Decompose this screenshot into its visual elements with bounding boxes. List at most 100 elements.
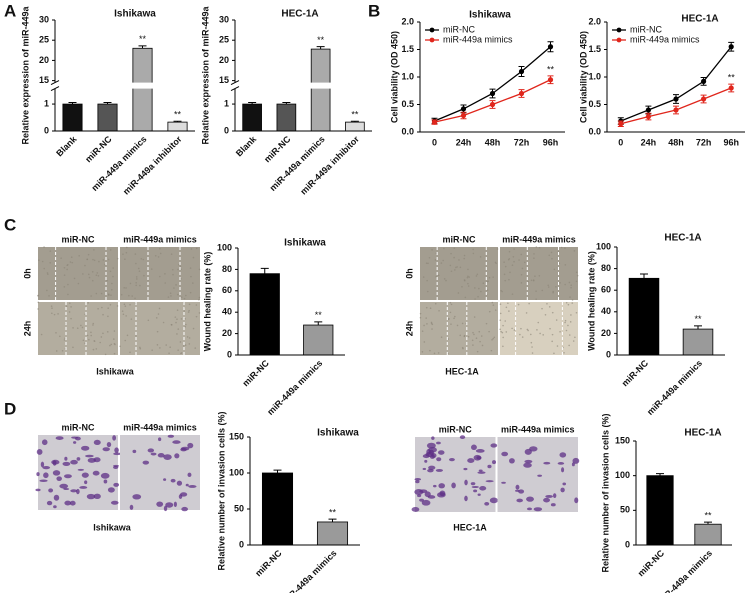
cell-speck (490, 349, 493, 352)
invaded-cell (75, 436, 81, 441)
chart: Ishikawa Wound healing rate (%) 0 20 40 60 80 1… (202, 238, 345, 417)
cell-speck (494, 309, 497, 311)
y-tick-label: 1 (224, 98, 229, 108)
invaded-cell (70, 459, 78, 465)
invaded-cell (150, 452, 157, 456)
invaded-cell (424, 491, 431, 498)
bar (303, 324, 334, 356)
invaded-cell (526, 496, 534, 502)
invaded-cell (48, 488, 54, 493)
cell-speck (463, 254, 466, 257)
cell-speck (505, 331, 508, 333)
cell-speck (47, 273, 49, 275)
cell-speck (564, 283, 566, 286)
invaded-cell (181, 506, 188, 512)
chart: HEC-1A Relative number of invasion cells … (600, 413, 732, 593)
cell-speck (96, 272, 99, 274)
cell-speck (180, 318, 183, 320)
cell-speck (537, 321, 540, 324)
cell-speck (548, 306, 551, 308)
cell-speck (93, 340, 95, 342)
invaded-cell (93, 493, 101, 500)
invaded-cell (41, 439, 48, 446)
cell-speck (419, 312, 422, 315)
cell-speck (575, 271, 578, 274)
legend-marker (616, 27, 622, 33)
cell-speck (92, 324, 94, 326)
x-tick-label: 0 (618, 137, 623, 147)
invaded-cell (87, 457, 96, 463)
invaded-cell (429, 454, 435, 459)
cell-speck (508, 310, 510, 312)
cell-speck (542, 334, 544, 336)
cell-speck (102, 313, 104, 316)
cell-speck (112, 338, 115, 340)
cell-speck (532, 279, 535, 281)
cell-speck (570, 286, 572, 289)
error-bar (103, 101, 112, 105)
cell-speck (154, 255, 157, 257)
y-tick-label: 150 (229, 431, 244, 441)
invaded-cell (571, 462, 575, 467)
invaded-cell (490, 443, 498, 448)
cell-speck (461, 346, 464, 349)
cell-speck (177, 349, 179, 351)
cell-speck (538, 246, 541, 249)
cell-speck (551, 257, 553, 260)
invaded-cell (185, 483, 189, 487)
x-tick-label: Blank (234, 133, 259, 158)
cell-speck (454, 315, 456, 318)
invaded-cell (417, 494, 422, 498)
cell-speck (445, 279, 447, 282)
cell-speck (121, 310, 124, 312)
cell-speck (87, 273, 90, 276)
cell-speck (159, 252, 162, 255)
invaded-cell (84, 480, 88, 485)
cell-speck (159, 247, 161, 250)
cell-speck (183, 297, 186, 300)
cell-speck (64, 337, 66, 339)
cell-speck (88, 338, 90, 341)
significance-label: ** (317, 35, 325, 45)
image-caption: HEC-1A (453, 522, 487, 532)
cell-speck (423, 341, 426, 343)
y-tick-label: 0 (227, 349, 232, 359)
cell-speck (82, 339, 85, 342)
cell-speck (560, 246, 563, 249)
cell-speck (551, 311, 554, 314)
cell-speck (466, 276, 469, 279)
cell-speck (564, 264, 567, 266)
cell-speck (43, 246, 45, 248)
cell-speck (125, 287, 127, 289)
cell-speck (457, 292, 460, 294)
cell-speck (430, 322, 433, 325)
cell-speck (76, 327, 79, 330)
invaded-cell (113, 466, 119, 469)
chart: Ishikawa Cell viability (OD 450)0.0 0.5 1.0… (389, 10, 565, 147)
y-tick-label: 20 (601, 328, 611, 338)
invaded-cell (70, 489, 78, 493)
invaded-cell (411, 507, 420, 512)
y-tick-label: 0.0 (401, 126, 414, 136)
cell-speck (150, 268, 153, 270)
cell-speck (463, 334, 466, 337)
cell-speck (164, 273, 166, 275)
cell-speck (500, 289, 502, 292)
invaded-cell (40, 461, 45, 468)
cell-speck (170, 323, 173, 326)
cell-speck (535, 290, 537, 292)
cell-speck (504, 320, 507, 322)
cell-speck (102, 259, 105, 261)
error-bar (656, 473, 664, 476)
cell-speck (569, 321, 572, 323)
cell-speck (529, 333, 532, 336)
cell-speck (513, 329, 516, 331)
invaded-cell (113, 452, 122, 456)
cell-speck (447, 338, 450, 340)
cell-speck (128, 294, 130, 297)
cell-speck (134, 253, 137, 255)
cell-speck (38, 259, 40, 261)
invaded-cell (419, 489, 428, 494)
cell-speck (571, 302, 574, 304)
bar (345, 121, 365, 132)
